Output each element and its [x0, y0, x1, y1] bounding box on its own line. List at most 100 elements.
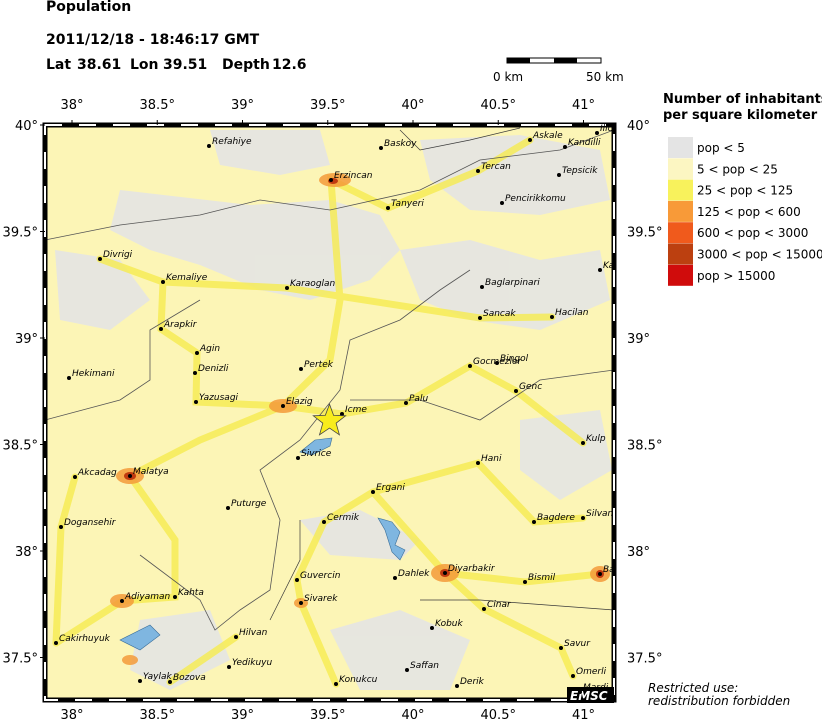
legend-label: 125 < pop < 600: [697, 205, 801, 219]
city-label: Palu: [409, 394, 428, 404]
city-dot: [207, 144, 211, 148]
city-label: Hani: [481, 454, 502, 464]
city-label: Konukcu: [339, 675, 378, 685]
city-dot: [478, 316, 482, 320]
city-dot: [532, 520, 536, 524]
city-dot: [379, 146, 383, 150]
city-label: Sivrice: [301, 449, 332, 459]
legend-label: 25 < pop < 125: [697, 184, 793, 198]
city-label: Saffan: [410, 661, 439, 671]
city-label: Bozova: [173, 673, 206, 683]
city-dot: [514, 389, 518, 393]
city-label: Baskoy: [384, 139, 417, 149]
city-dot: [595, 131, 599, 135]
city-dot: [371, 490, 375, 494]
lon-tick-label: 41°: [572, 98, 595, 113]
city-dot: [468, 364, 472, 368]
lat-tick-label: 39.5°: [3, 226, 38, 241]
city-label: Adiyaman: [124, 592, 170, 602]
city-dot: [299, 367, 303, 371]
city-dot: [476, 169, 480, 173]
lon-tick-label: 40.5°: [481, 708, 516, 721]
legend-label: 5 < pop < 25: [697, 162, 778, 176]
city-label: Kemaliye: [166, 273, 208, 283]
lat-tick-label: 38.5°: [3, 439, 38, 454]
city-dot: [386, 206, 390, 210]
city-label: Bismil: [528, 573, 556, 583]
lon-tick-label: 38°: [60, 708, 83, 721]
city-label: Dogansehir: [64, 518, 117, 528]
city-dot: [195, 351, 199, 355]
legend-title: per square kilometer: [663, 108, 818, 123]
city-dot: [295, 578, 299, 582]
lat-tick-label: 38.5°: [627, 439, 662, 454]
footer-note: Restricted use:: [648, 681, 738, 695]
city-dot: [161, 280, 165, 284]
city-dot: [550, 315, 554, 319]
city-dot: [482, 607, 486, 611]
scale-start: 0 km: [493, 70, 523, 84]
legend-label: 600 < pop < 3000: [697, 226, 808, 240]
lon-tick-label: 39.5°: [310, 708, 345, 721]
title: Population: [46, 0, 131, 15]
city-label: Kobuk: [435, 619, 464, 629]
city-dot: [404, 401, 408, 405]
lon-tick-label: 38°: [60, 98, 83, 113]
city-label: Bagdere: [537, 513, 575, 523]
city-label: Arapkir: [163, 320, 198, 330]
city-dot: [234, 635, 238, 639]
city-label: Akcadag: [77, 468, 117, 478]
city-dot: [581, 516, 585, 520]
depth-label: Depth: [222, 57, 270, 73]
city-dot: [528, 138, 532, 142]
city-label: Diyarbakir: [448, 564, 496, 574]
city-dot: [285, 286, 289, 290]
lon-tick-label: 39.5°: [310, 98, 345, 113]
city-label: Ilic: [600, 124, 613, 134]
legend-swatch: [668, 264, 693, 286]
city-label: Tepsicik: [562, 166, 598, 176]
city-label: Cermik: [327, 513, 360, 523]
datetime: 2011/12/18 - 18:46:17 GMT: [46, 32, 260, 48]
city-dot: [455, 684, 459, 688]
city-label: Ka: [603, 261, 614, 271]
legend-swatch: [668, 243, 693, 265]
city-label: Yazusagi: [199, 393, 239, 403]
city-label: Derik: [460, 677, 485, 687]
city-label: Pencirikkomu: [505, 194, 566, 204]
city-label: Denizli: [198, 364, 229, 374]
city-label: Omerli: [576, 667, 607, 677]
lon-tick-label: 40°: [401, 708, 424, 721]
city-dot: [563, 145, 567, 149]
city-dot: [194, 400, 198, 404]
city-dot: [329, 178, 333, 182]
city-dot: [67, 376, 71, 380]
epicenter: [312, 402, 347, 436]
city-dot: [159, 327, 163, 331]
city-label: Cinar: [487, 600, 512, 610]
city-dot: [193, 371, 197, 375]
city-label: Divrigi: [103, 250, 133, 260]
legend-swatch: [668, 179, 693, 201]
city-label: Yaylak: [143, 672, 173, 682]
city-label: Askale: [532, 131, 563, 141]
city-dot: [476, 461, 480, 465]
city-label: Elazig: [286, 397, 313, 407]
city-label: Silvan: [586, 509, 614, 519]
legend-swatch: [668, 222, 693, 244]
legend-label: 3000 < pop < 15000: [697, 248, 822, 262]
lon-tick-label: 38.5°: [140, 708, 175, 721]
legend-swatch: [668, 200, 693, 222]
lon-label: Lon: [130, 57, 159, 73]
city-label: Baglarpinari: [485, 278, 540, 288]
lat-tick-label: 40°: [627, 119, 650, 134]
city-label: Kahta: [178, 588, 204, 598]
lat-tick-label: 38°: [15, 545, 38, 560]
city-dot: [281, 404, 285, 408]
lat-tick-label: 37.5°: [627, 652, 662, 667]
city-label: Kulp: [586, 434, 606, 444]
city-label: Ergani: [376, 483, 405, 493]
city-label: Yedikuyu: [232, 658, 273, 668]
city-label: Pertek: [304, 360, 334, 370]
